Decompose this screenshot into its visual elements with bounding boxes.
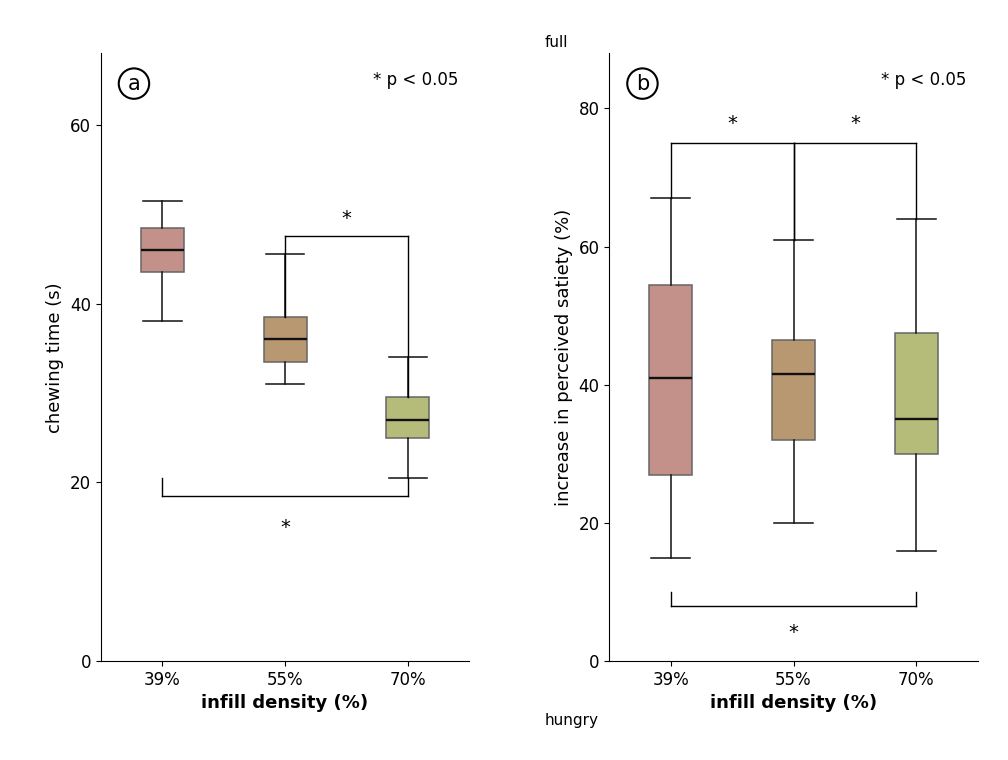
Text: full: full	[544, 35, 569, 50]
Bar	[141, 227, 183, 272]
Bar	[263, 317, 306, 362]
Y-axis label: increase in perceived satiety (%): increase in perceived satiety (%)	[554, 208, 573, 506]
Bar	[386, 397, 429, 438]
Text: *: *	[280, 518, 290, 537]
Text: *: *	[850, 114, 860, 133]
Text: *: *	[788, 623, 798, 642]
Text: *: *	[342, 208, 352, 227]
Bar	[649, 285, 692, 475]
Text: b: b	[636, 74, 649, 93]
X-axis label: infill density (%): infill density (%)	[710, 695, 877, 712]
Text: a: a	[128, 74, 140, 93]
Text: hungry: hungry	[544, 713, 599, 728]
X-axis label: infill density (%): infill density (%)	[202, 695, 369, 712]
Bar	[895, 333, 937, 454]
Y-axis label: chewing time (s): chewing time (s)	[46, 282, 65, 432]
Text: * p < 0.05: * p < 0.05	[373, 71, 459, 90]
Text: *: *	[727, 114, 737, 133]
Bar	[772, 340, 815, 440]
Text: * p < 0.05: * p < 0.05	[881, 71, 967, 90]
